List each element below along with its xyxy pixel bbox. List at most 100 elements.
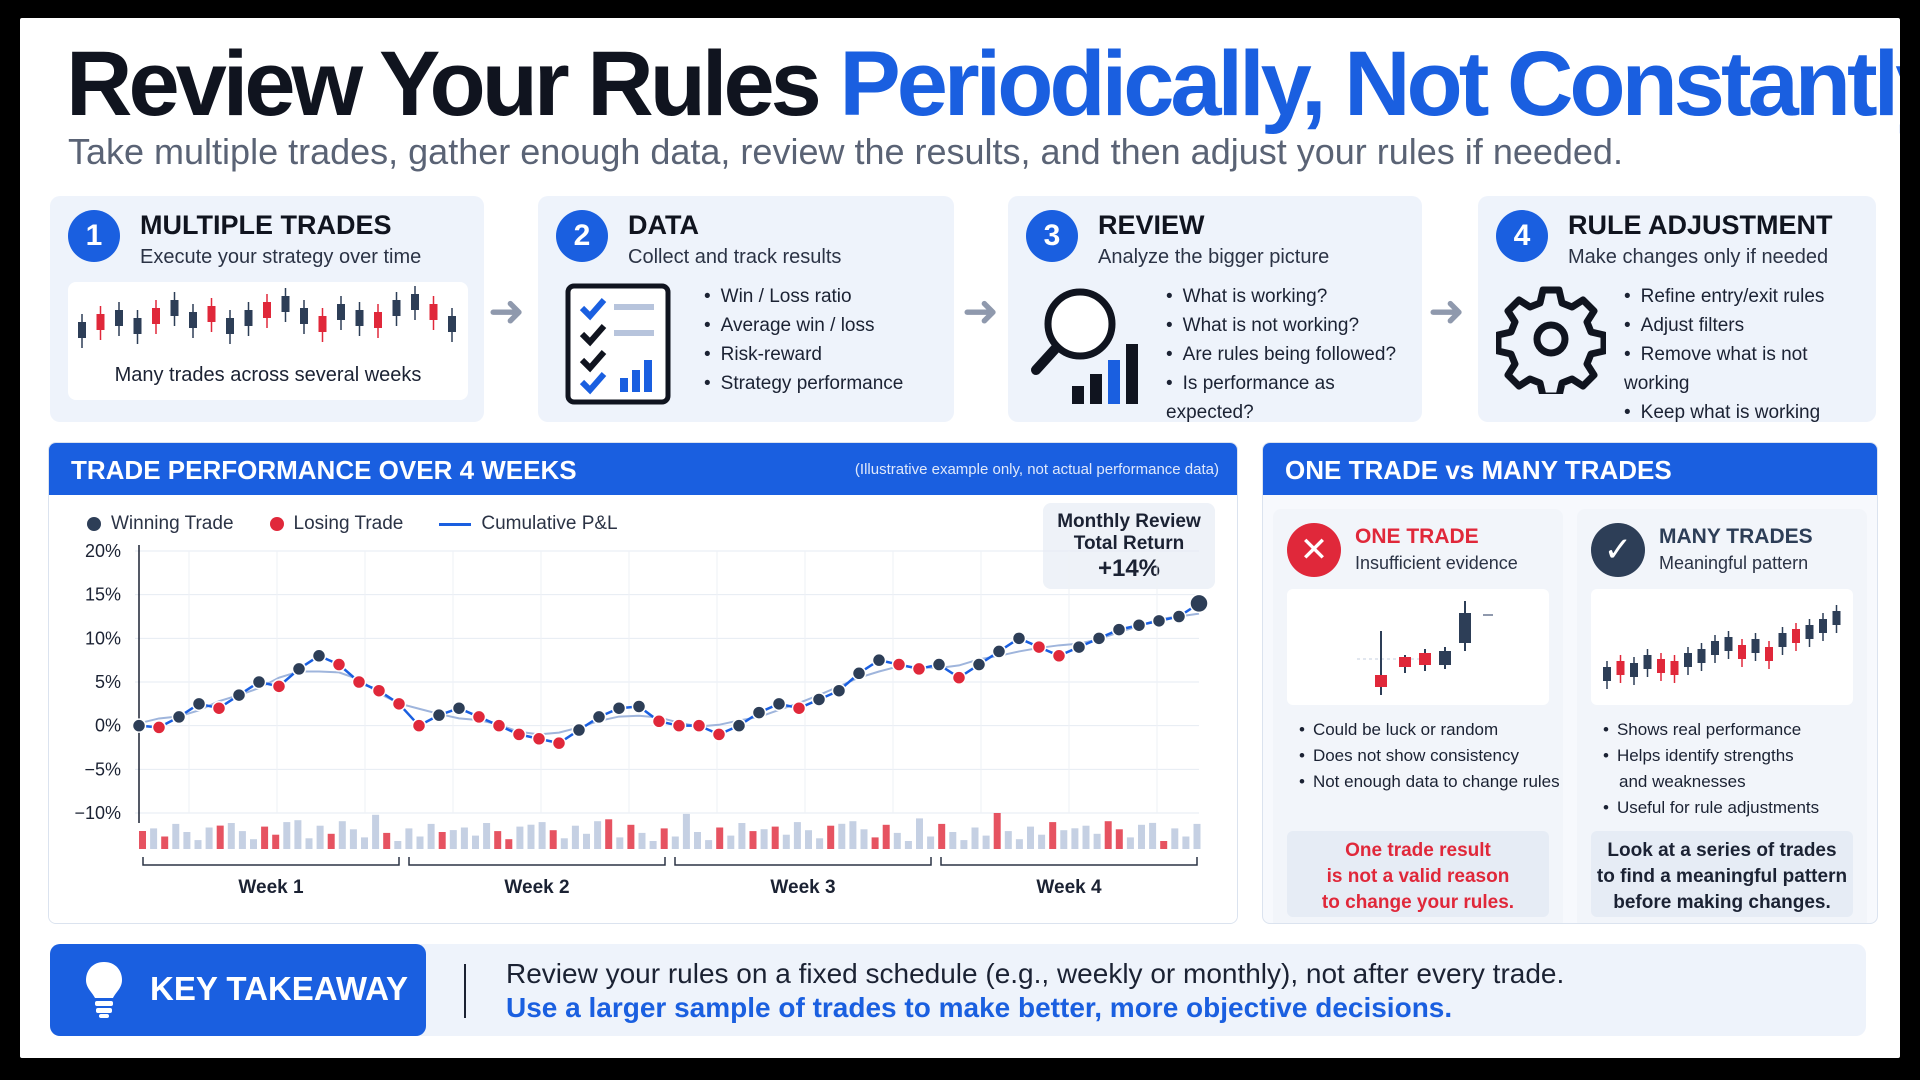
panel-header: TRADE PERFORMANCE OVER 4 WEEKS (Illustra… xyxy=(49,443,1237,495)
losing-trade-point xyxy=(891,657,907,672)
note-line: before making changes. xyxy=(1613,892,1831,913)
page-title: Review Your Rules Periodically, Not Cons… xyxy=(66,34,1900,134)
single-candle-chart xyxy=(1357,601,1493,695)
win-dot-icon xyxy=(87,517,101,531)
volume-bar xyxy=(272,834,280,849)
winning-trade-point xyxy=(591,709,607,725)
performance-panel: TRADE PERFORMANCE OVER 4 WEEKS (Illustra… xyxy=(48,442,1238,924)
list-item: Keep what is working xyxy=(1624,398,1876,427)
volume-bar xyxy=(372,814,380,849)
one-trade-note: One trade result is not a valid reason t… xyxy=(1287,831,1549,917)
candle-body xyxy=(448,316,456,332)
volume-bar xyxy=(860,829,868,849)
volume-bar xyxy=(893,832,901,849)
candle-body xyxy=(78,322,86,338)
week-bracket xyxy=(674,857,932,866)
list-item: Useful for rule adjustments xyxy=(1603,795,1819,821)
winning-trade-point xyxy=(311,648,327,664)
arrow-right-icon: ➜ xyxy=(488,287,525,336)
arrow-right-icon: ➜ xyxy=(962,287,999,336)
volume-bar xyxy=(549,830,557,849)
one-trade-title: ONE TRADE xyxy=(1355,525,1479,548)
candle-body xyxy=(318,316,327,332)
volume-bar xyxy=(494,831,502,849)
list-item: Adjust filters xyxy=(1624,311,1876,340)
volume-bar xyxy=(139,831,146,849)
many-trades-bullets: Shows real performance Helps identify st… xyxy=(1603,717,1819,821)
volume-bar xyxy=(638,832,646,849)
losing-trade-point xyxy=(551,735,567,751)
candle-body xyxy=(1697,649,1706,663)
losing-trade-point xyxy=(351,674,367,690)
candle-body xyxy=(133,318,142,334)
volume-bar xyxy=(660,828,668,849)
y-tick-label: −5% xyxy=(84,759,121,779)
winning-trade-point xyxy=(131,718,147,733)
volume-bar xyxy=(361,837,368,849)
step-bullets: What is working? What is not working? Ar… xyxy=(1166,282,1422,427)
volume-bar xyxy=(916,818,923,849)
losing-trade-point xyxy=(1051,648,1067,664)
divider xyxy=(464,964,466,1018)
infographic: Review Your Rules Periodically, Not Cons… xyxy=(20,18,1900,1058)
volume-bar xyxy=(416,836,424,849)
volume-bar xyxy=(671,836,679,849)
volume-bar xyxy=(383,832,391,849)
step-desc: Make changes only if needed xyxy=(1568,246,1829,268)
candle-body xyxy=(429,304,438,320)
losing-trade-point xyxy=(411,718,427,733)
monthly-review-box: Monthly Review Total Return +14% xyxy=(1043,503,1215,589)
volume-bar xyxy=(460,827,468,849)
candle-body xyxy=(115,310,123,326)
volume-bar xyxy=(261,826,269,849)
legend-label: Winning Trade xyxy=(111,513,234,534)
key-takeaway-label: KEY TAKEAWAY xyxy=(150,970,408,1007)
winning-trade-point xyxy=(871,652,887,668)
many-trades-sub: Meaningful pattern xyxy=(1659,553,1809,573)
week-bracket xyxy=(940,857,1198,866)
volume-bar xyxy=(849,821,857,849)
volume-bar xyxy=(882,824,890,849)
volume-bar xyxy=(816,838,824,849)
volume-bar xyxy=(316,825,324,849)
candle-body xyxy=(263,302,271,318)
winning-trade-point xyxy=(291,661,307,677)
volume-bar xyxy=(1060,830,1068,849)
volume-bar xyxy=(161,836,169,849)
volume-bar xyxy=(782,834,790,849)
volume-bar xyxy=(472,835,479,849)
volume-bar xyxy=(694,832,701,849)
candle-body xyxy=(1778,633,1787,647)
volume-bar xyxy=(1027,826,1034,849)
volume-bar xyxy=(1171,828,1179,849)
list-item: Does not show consistency xyxy=(1299,743,1560,769)
week-bracket xyxy=(408,857,666,866)
step-desc: Execute your strategy over time xyxy=(140,246,422,268)
volume-bar xyxy=(327,833,335,849)
volume-bar xyxy=(1104,821,1112,849)
winning-trade-point xyxy=(1171,609,1187,624)
losing-trade-point xyxy=(271,679,287,694)
step-title: RULE ADJUSTMENT xyxy=(1568,210,1833,240)
y-tick-label: 15% xyxy=(85,585,121,605)
takeaway-line1: Review your rules on a fixed schedule (e… xyxy=(506,958,1565,989)
monthly-value: +14% xyxy=(1097,555,1161,582)
legend-item-loss: Losing Trade xyxy=(269,513,403,535)
volume-bar xyxy=(205,827,213,849)
volume-bar xyxy=(616,837,624,849)
winning-trade-point xyxy=(571,722,587,738)
candle-body xyxy=(96,314,105,330)
candle-body xyxy=(281,296,290,312)
candle-body xyxy=(355,310,364,326)
volume-bar xyxy=(1126,837,1134,849)
week-label: Week 1 xyxy=(238,877,304,898)
panel-note: (Illustrative example only, not actual p… xyxy=(854,461,1219,478)
volume-bar xyxy=(960,840,968,849)
week-label: Week 4 xyxy=(1036,877,1102,898)
candle-body xyxy=(207,306,216,322)
winning-trade-point xyxy=(811,692,827,707)
volume-bar xyxy=(760,829,768,849)
x-circle-icon: ✕ xyxy=(1287,523,1341,577)
list-item: Is performance as expected? xyxy=(1166,369,1422,427)
panel-title: TRADE PERFORMANCE OVER 4 WEEKS xyxy=(71,455,577,485)
